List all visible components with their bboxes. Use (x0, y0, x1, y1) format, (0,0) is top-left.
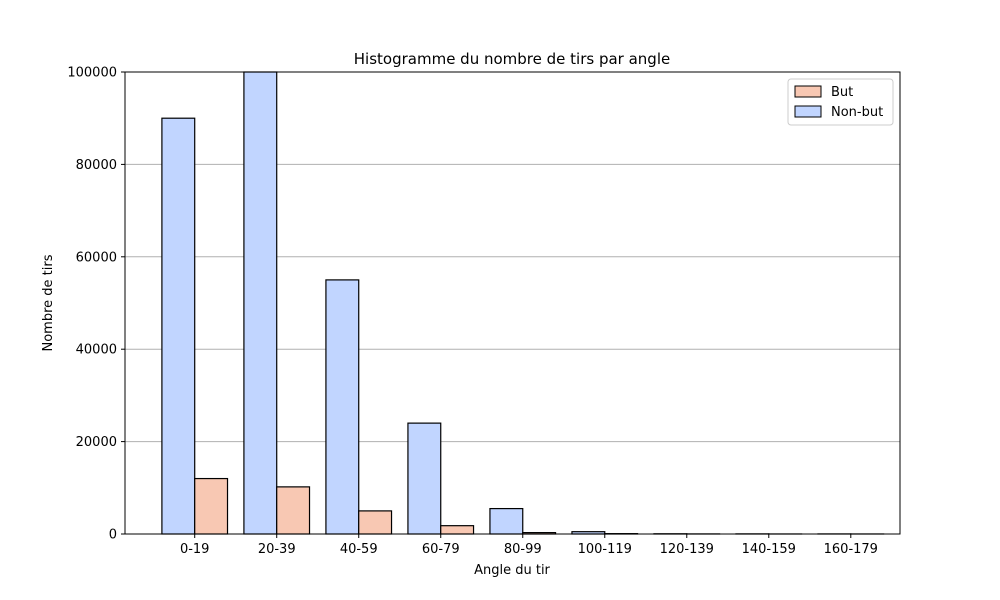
y-tick-label: 100000 (67, 66, 117, 81)
y-tick-label: 40000 (76, 343, 117, 358)
legend-label: Non-but (831, 105, 883, 120)
y-axis-label: Nombre de tirs (41, 254, 56, 351)
bar-but-0-19 (194, 477, 229, 535)
plot-frame (124, 71, 901, 535)
x-axis-label: Angle du tir (474, 563, 550, 578)
y-tick-label: 60000 (76, 250, 117, 265)
bar-non-but-40-59 (325, 279, 360, 535)
bar-but-40-59 (358, 510, 393, 535)
x-tick-label: 120-139 (660, 542, 714, 557)
chart-title: Histogramme du nombre de tirs par angle (354, 50, 670, 68)
x-tick-label: 0-19 (180, 542, 210, 557)
y-axis-ticks: 0 20000 40000 60000 80000 100000 (67, 66, 125, 543)
x-tick-label: 80-99 (504, 542, 542, 557)
bar-non-but-0-19 (161, 117, 196, 535)
bar-but-60-79 (440, 525, 475, 535)
legend-label: But (831, 85, 853, 100)
x-tick-label: 60-79 (422, 542, 460, 557)
legend-swatch (794, 105, 822, 118)
bar-non-but-20-39 (243, 71, 278, 535)
x-tick-label: 160-179 (824, 542, 878, 557)
x-axis-ticks: 0-19 20-39 40-59 60-79 80-99 100-119 120-139 14… (180, 534, 878, 557)
y-tick-label: 0 (109, 528, 117, 543)
bar-but-20-39 (276, 486, 311, 535)
x-tick-label: 140-159 (742, 542, 796, 557)
x-tick-label: 20-39 (258, 542, 296, 557)
x-tick-label: 40-59 (340, 542, 378, 557)
bar-non-but-80-99 (489, 507, 524, 535)
y-tick-label: 20000 (76, 435, 117, 450)
legend: But Non-but (787, 78, 894, 126)
x-tick-label: 100-119 (578, 542, 632, 557)
legend-swatch (794, 85, 822, 98)
y-tick-label: 80000 (76, 158, 117, 173)
bar-non-but-60-79 (407, 422, 442, 535)
